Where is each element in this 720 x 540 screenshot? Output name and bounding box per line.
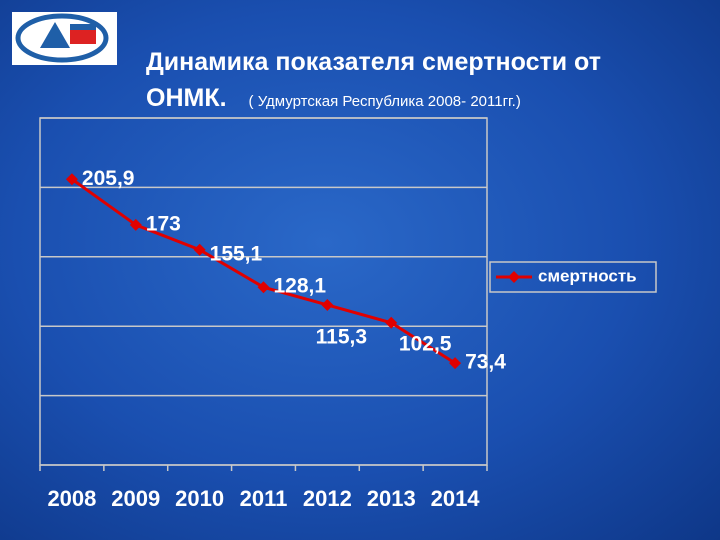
legend-label: смертность [538, 266, 637, 285]
data-label: 205,9 [82, 167, 135, 190]
x-tick-label: 2013 [367, 486, 416, 511]
x-tick-label: 2012 [303, 486, 352, 511]
data-label: 73,4 [465, 351, 506, 374]
data-label: 115,3 [316, 326, 367, 349]
marker [257, 281, 270, 294]
x-tick-label: 2011 [240, 486, 288, 511]
marker [129, 218, 142, 231]
data-label: 155,1 [210, 242, 263, 265]
data-label: 102,5 [399, 332, 452, 355]
marker [193, 243, 206, 256]
x-tick-label: 2014 [431, 486, 481, 511]
header: Динамика показателя смертности от ОНМК.(… [146, 44, 676, 120]
line [71, 177, 456, 365]
chart-subtitle: ( Удмуртская Республика 2008- 2011гг.) [248, 93, 521, 110]
marker [385, 316, 398, 329]
legend-box [489, 261, 657, 293]
logo [12, 12, 117, 65]
marker [65, 173, 78, 186]
data-label: 173 [146, 212, 181, 235]
x-tick-label: 2008 [47, 486, 96, 511]
x-tick-label: 2009 [111, 486, 160, 511]
marker [449, 357, 462, 370]
marker [321, 298, 334, 311]
legend-marker [508, 271, 520, 283]
chart-title: Динамика показателя смертности от ОНМК. [146, 48, 601, 112]
x-tick-label: 2010 [175, 486, 224, 511]
data-label: 128,1 [274, 275, 327, 298]
